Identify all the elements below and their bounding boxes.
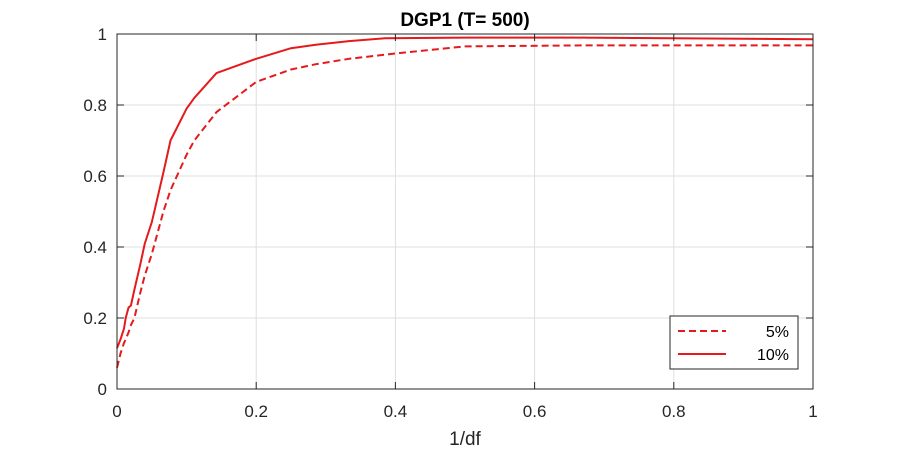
legend-box xyxy=(669,315,799,370)
y-tick-label: 0.6 xyxy=(83,167,107,186)
x-axis-title: 1/df xyxy=(449,429,481,450)
ticks xyxy=(116,33,814,390)
y-tick-label: 0 xyxy=(98,380,107,399)
series-line-1 xyxy=(116,36,814,349)
legend-label-1: 10% xyxy=(757,347,789,364)
x-tick-label: 0.6 xyxy=(523,402,547,421)
y-tick-label: 0.8 xyxy=(83,96,107,115)
x-tick-label: 0.4 xyxy=(384,402,408,421)
series-line-0 xyxy=(116,44,813,368)
tick-labels: 0 0.2 0.4 0.6 0.8 1 0 0.2 0.4 0.6 0.8 1 xyxy=(83,25,817,421)
series-layer xyxy=(116,36,814,368)
x-tick-label: 0.8 xyxy=(662,402,686,421)
x-tick-label: 0.2 xyxy=(244,402,268,421)
y-tick-label: 1 xyxy=(98,25,107,44)
plot-frame xyxy=(116,33,814,390)
x-tick-label: 1 xyxy=(808,402,817,421)
y-tick-label: 0.2 xyxy=(83,309,107,328)
legend: 5%10% xyxy=(669,315,799,370)
y-tick-label: 0.4 xyxy=(83,238,107,257)
x-tick-label: 0 xyxy=(112,402,121,421)
chart-title: DGP1 (T= 500) xyxy=(400,10,529,31)
legend-label-0: 5% xyxy=(766,324,789,341)
